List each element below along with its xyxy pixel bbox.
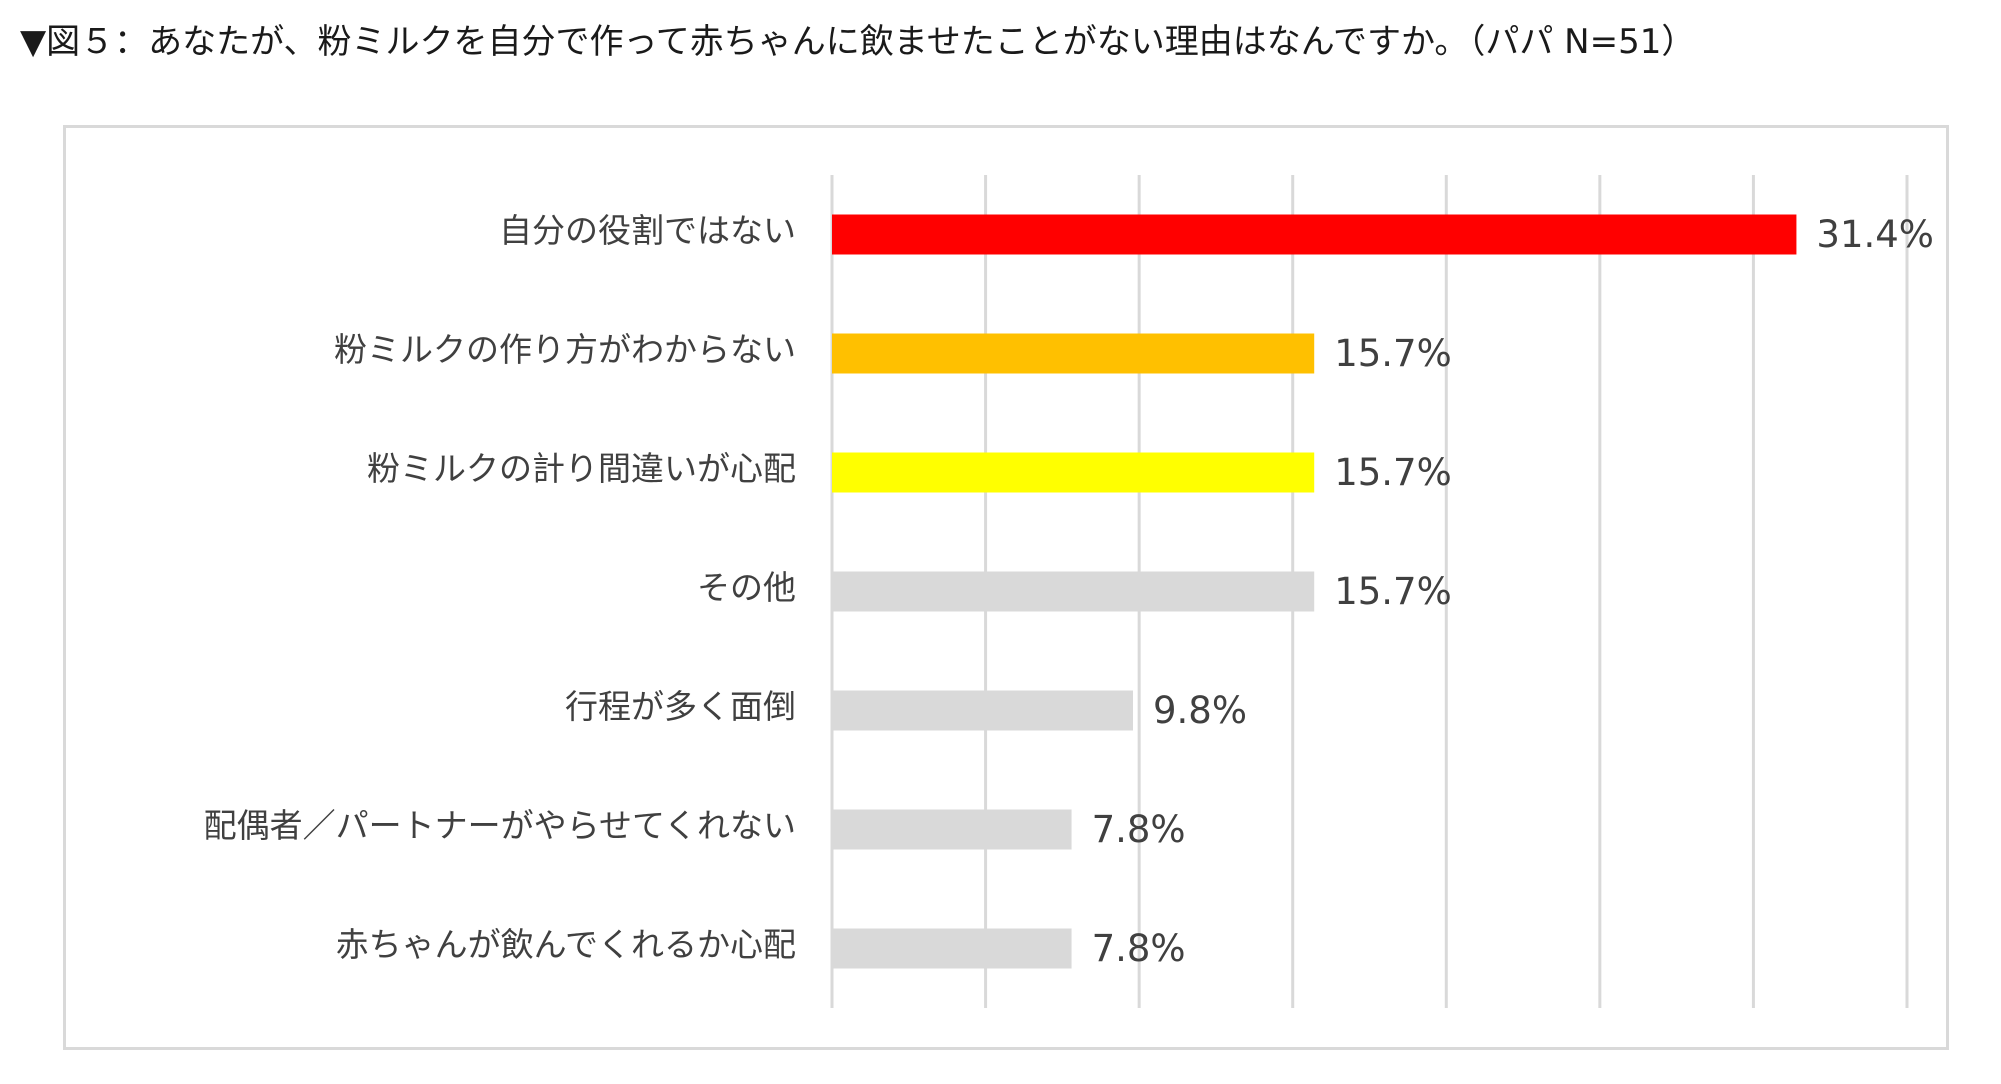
category-label: 粉ミルクの作り方がわからない xyxy=(334,330,796,369)
category-label: その他 xyxy=(697,568,796,607)
value-label: 9.8% xyxy=(1153,689,1247,732)
value-label: 15.7% xyxy=(1334,451,1452,494)
gridlines xyxy=(830,175,1909,1008)
bar xyxy=(832,690,1133,731)
value-label: 15.7% xyxy=(1334,332,1452,375)
value-label: 31.4% xyxy=(1816,213,1934,256)
bar xyxy=(832,452,1315,493)
category-label: 赤ちゃんが飲んでくれるか心配 xyxy=(336,925,796,964)
chart-frame xyxy=(63,125,1949,1050)
bars xyxy=(832,214,1797,969)
bar xyxy=(832,928,1072,969)
bar xyxy=(832,333,1315,374)
category-label: 粉ミルクの計り間違いが心配 xyxy=(367,449,796,488)
value-labels: 31.4% 15.7% 15.7% 15.7% 9.8% 7.8% 7.8% xyxy=(1092,213,1934,970)
bar xyxy=(832,809,1072,850)
category-labels: 自分の役割ではない粉ミルクの作り方がわからない粉ミルクの計り間違いが心配その他行… xyxy=(204,211,796,964)
bar xyxy=(832,571,1315,612)
category-label: 行程が多く面倒 xyxy=(565,687,796,726)
value-label: 7.8% xyxy=(1092,927,1186,970)
category-label: 配偶者／パートナーがやらせてくれない xyxy=(204,806,796,845)
value-label: 15.7% xyxy=(1334,570,1452,613)
bar xyxy=(832,214,1797,255)
chart-title: ▼図５：あなたが、粉ミルクを自分で作って赤ちゃんに飲ませたことがない理由はなんで… xyxy=(20,22,1696,62)
value-label: 7.8% xyxy=(1092,808,1186,851)
category-label: 自分の役割ではない xyxy=(499,211,796,250)
